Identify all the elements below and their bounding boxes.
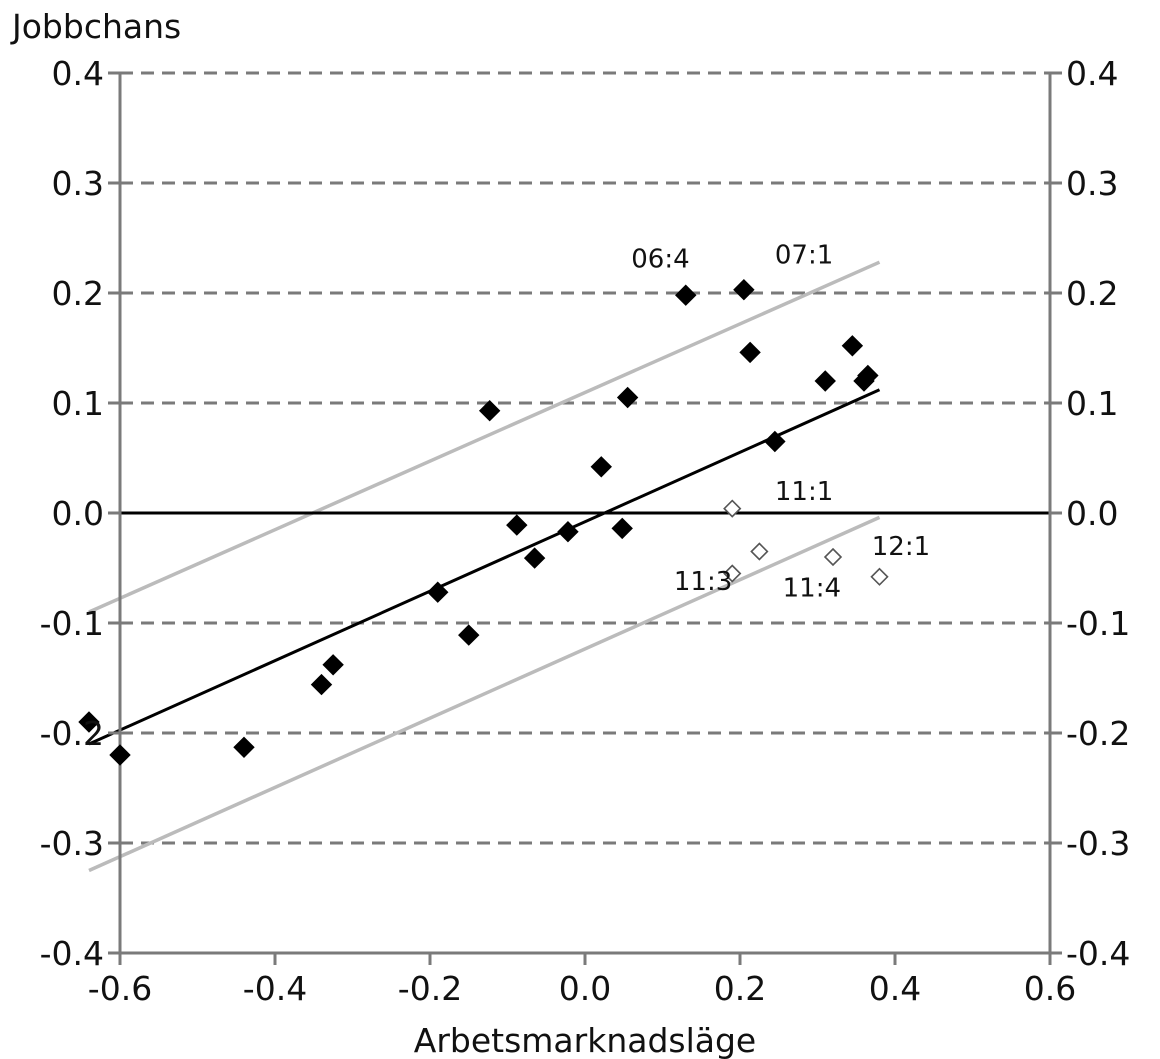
- filled-diamond-point: [814, 370, 836, 392]
- point-label: 12:1: [872, 532, 930, 562]
- point-label: 11:3: [674, 567, 732, 597]
- point-annotations: 06:4 07:1 11:1 11:3 11:4 12:1: [631, 240, 930, 603]
- y-tick-label-left: -0.4: [40, 934, 104, 973]
- filled-diamond-point: [611, 517, 633, 540]
- filled-diamond-point: [616, 386, 639, 409]
- point-label: 11:4: [783, 574, 841, 604]
- point-label: 11:1: [775, 477, 833, 507]
- point-label: 06:4: [631, 245, 689, 275]
- data-points: [78, 278, 889, 766]
- filled-diamond-point: [523, 547, 546, 569]
- y-tick-label-left: -0.2: [40, 714, 104, 753]
- filled-diamond-point: [557, 520, 579, 543]
- filled-diamond-point: [841, 335, 864, 357]
- filled-diamond-point: [857, 364, 879, 387]
- x-tick-label: 0.0: [559, 969, 611, 1008]
- point-label: 07:1: [775, 240, 833, 270]
- y-axis-title: Jobbchans: [10, 7, 181, 46]
- y-tick-label-right: -0.4: [1066, 934, 1130, 973]
- tick-labels: -0.4 -0.4 -0.3 -0.3 -0.2 -0.2 -0.1 -0.1 0.0 0.0 0.…: [40, 54, 1131, 1008]
- filled-diamond-point: [764, 430, 786, 453]
- x-tick-label: 0.2: [714, 969, 766, 1008]
- x-tick-label: 0.4: [869, 969, 921, 1008]
- y-tick-label-left: 0.0: [52, 494, 104, 533]
- filled-diamond-point: [506, 514, 528, 536]
- filled-diamond-point: [233, 736, 255, 759]
- filled-diamond-point: [458, 624, 480, 646]
- filled-diamond-point: [310, 673, 333, 696]
- y-tick-label-right: -0.3: [1066, 824, 1130, 863]
- filled-diamond-point: [78, 711, 100, 733]
- x-axis-title: Arbetsmarknadsläge: [414, 1021, 757, 1059]
- filled-diamond-point: [590, 456, 612, 478]
- y-tick-label-right: 0.3: [1066, 164, 1118, 203]
- y-tick-label-right: -0.1: [1066, 604, 1130, 643]
- y-tick-label-right: 0.0: [1066, 494, 1118, 533]
- open-diamond-point: [723, 499, 742, 518]
- x-tick-label: -0.2: [398, 969, 462, 1008]
- y-tick-label-right: -0.2: [1066, 714, 1130, 753]
- upper-band-line: [88, 260, 881, 614]
- filled-diamond-point: [427, 581, 449, 603]
- open-diamond-point: [750, 542, 769, 561]
- y-tick-label-left: 0.2: [52, 274, 104, 313]
- y-tick-label-right: 0.1: [1066, 384, 1118, 423]
- y-tick-label-left: -0.1: [40, 604, 104, 643]
- x-tick-label: -0.4: [243, 969, 307, 1008]
- gridlines: [120, 71, 1050, 955]
- x-tick-label: 0.6: [1024, 969, 1076, 1008]
- y-tick-label-left: 0.4: [52, 54, 104, 93]
- band-lines: [88, 260, 1050, 873]
- open-diamond-point: [870, 567, 889, 586]
- regression-line: [88, 388, 881, 746]
- y-tick-label-right: 0.2: [1066, 274, 1118, 313]
- lower-band-line: [88, 515, 881, 873]
- y-tick-label-left: 0.1: [52, 384, 104, 423]
- filled-diamond-point: [675, 284, 697, 306]
- filled-diamond-point: [478, 399, 501, 422]
- plot-frame: [108, 71, 1062, 965]
- open-diamond-point: [723, 564, 742, 583]
- x-tick-label: -0.6: [88, 969, 152, 1008]
- y-tick-label-right: 0.4: [1066, 54, 1118, 93]
- filled-diamond-point: [322, 654, 344, 676]
- filled-diamond-point: [109, 744, 131, 766]
- filled-diamond-point: [733, 278, 755, 301]
- y-tick-label-left: 0.3: [52, 164, 104, 203]
- open-diamond-point: [823, 547, 843, 567]
- y-tick-label-left: -0.3: [40, 824, 104, 863]
- filled-diamond-point: [739, 341, 761, 364]
